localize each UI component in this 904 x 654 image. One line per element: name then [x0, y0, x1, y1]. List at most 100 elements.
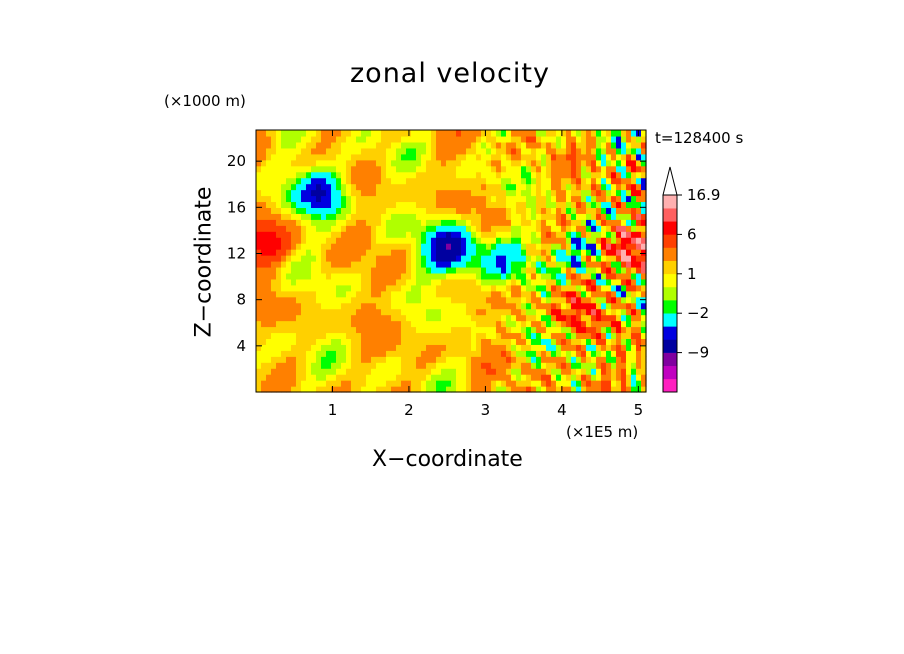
heatmap-cell [436, 284, 442, 292]
heatmap-cell [351, 350, 357, 357]
heatmap-cell [301, 219, 307, 226]
heatmap-cell [426, 266, 432, 274]
heatmap-cell [516, 374, 522, 381]
heatmap-cell [481, 219, 487, 226]
heatmap-cell [406, 344, 412, 351]
heatmap-cell [426, 159, 432, 167]
heatmap-cell [591, 213, 597, 220]
heatmap-cell [601, 159, 607, 167]
heatmap-cell [396, 195, 402, 203]
heatmap-cell [541, 219, 547, 226]
heatmap-cell [436, 213, 442, 220]
heatmap-cell [611, 207, 617, 214]
heatmap-cell [316, 219, 322, 226]
heatmap-cell [451, 374, 457, 381]
heatmap-cell [271, 296, 277, 304]
heatmap-cell [511, 165, 517, 173]
heatmap-cell [581, 320, 587, 328]
heatmap-cell [536, 213, 542, 220]
heatmap-cell [551, 278, 557, 286]
heatmap-cell [391, 344, 397, 351]
heatmap-cell [631, 374, 637, 381]
heatmap-cell [266, 135, 272, 143]
heatmap-cell [561, 147, 567, 155]
heatmap-cell [411, 183, 417, 191]
heatmap-cell [591, 195, 597, 203]
heatmap-cell [581, 338, 587, 345]
heatmap-cell [341, 308, 347, 316]
heatmap-cell [331, 320, 337, 328]
heatmap-cell [441, 177, 447, 185]
heatmap-cell [396, 249, 402, 256]
heatmap-cell [611, 153, 617, 161]
heatmap-cell [296, 201, 302, 208]
heatmap-cell [371, 261, 377, 268]
heatmap-cell [426, 237, 432, 244]
heatmap-cell [496, 225, 502, 232]
heatmap-cell [426, 374, 432, 381]
heatmap-cell [436, 189, 442, 197]
heatmap-cell [561, 368, 567, 375]
heatmap-cell [521, 380, 527, 387]
heatmap-cell [331, 356, 337, 363]
heatmap-cell [281, 189, 287, 197]
heatmap-cell [361, 320, 367, 328]
heatmap-cell [396, 177, 402, 185]
heatmap-cell [586, 159, 592, 167]
heatmap-cell [361, 314, 367, 322]
heatmap-cell [341, 195, 347, 203]
heatmap-cell [331, 332, 337, 339]
heatmap-cell [391, 368, 397, 375]
heatmap-cell [471, 207, 477, 214]
heatmap-cell [531, 302, 537, 310]
heatmap-cell [576, 332, 582, 339]
heatmap-cell [266, 261, 272, 268]
heatmap-cell [571, 344, 577, 351]
heatmap-cell [276, 213, 282, 220]
heatmap-cell [561, 344, 567, 351]
heatmap-cell [596, 380, 602, 387]
heatmap-cell [331, 141, 337, 149]
heatmap-cell [466, 177, 472, 185]
heatmap-cell [406, 219, 412, 226]
heatmap-cell [396, 344, 402, 351]
heatmap-cell [306, 380, 312, 387]
heatmap-cell [296, 249, 302, 256]
heatmap-cell [311, 171, 317, 179]
heatmap-cell [446, 207, 452, 214]
heatmap-cell [276, 255, 282, 262]
heatmap-cell [396, 189, 402, 197]
heatmap-cell [521, 314, 527, 322]
heatmap-cell [451, 272, 457, 280]
heatmap-cell [566, 386, 572, 393]
heatmap-cell [321, 213, 327, 220]
heatmap-cell [616, 296, 622, 304]
heatmap-cell [521, 278, 527, 286]
heatmap-cell [611, 183, 617, 191]
heatmap-cell [551, 344, 557, 351]
heatmap-cell [266, 266, 272, 274]
heatmap-cell [256, 320, 262, 328]
heatmap-cell [411, 261, 417, 268]
heatmap-cell [271, 255, 277, 262]
heatmap-cell [331, 225, 337, 232]
heatmap-cell [596, 153, 602, 161]
heatmap-cell [641, 255, 647, 262]
heatmap-cell [381, 141, 387, 149]
heatmap-cell [576, 308, 582, 316]
heatmap-cell [296, 237, 302, 244]
heatmap-cell [611, 147, 617, 155]
heatmap-cell [526, 141, 532, 149]
heatmap-cell [316, 302, 322, 310]
heatmap-cell [381, 284, 387, 292]
heatmap-cell [321, 249, 327, 256]
heatmap-cell [331, 362, 337, 369]
heatmap-cell [351, 368, 357, 375]
heatmap-cell [346, 326, 352, 334]
heatmap-cell [381, 249, 387, 256]
heatmap-cell [556, 147, 562, 155]
heatmap-cell [556, 344, 562, 351]
heatmap-cell [451, 249, 457, 256]
heatmap-cell [551, 195, 557, 203]
heatmap-cell [506, 314, 512, 322]
